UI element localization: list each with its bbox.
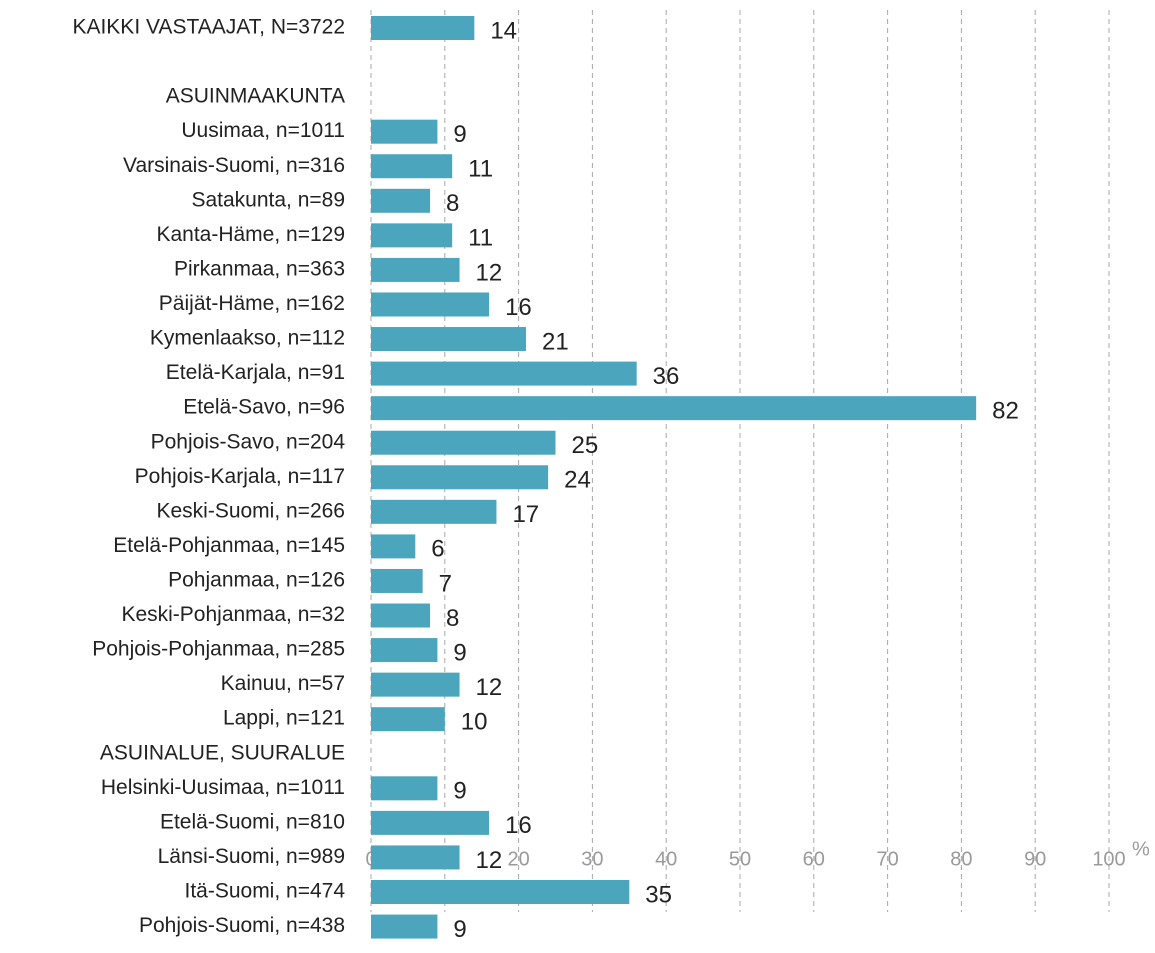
bar	[371, 16, 475, 40]
category-label: Kanta-Häme, n=129	[156, 223, 345, 246]
data-label: 21	[542, 328, 569, 355]
data-label: 9	[453, 916, 466, 943]
bar	[371, 361, 637, 386]
category-label: Pohjois-Pohjanmaa, n=285	[92, 638, 345, 661]
bar	[371, 499, 497, 524]
data-label: 16	[505, 294, 532, 321]
category-label: Etelä-Karjala, n=91	[166, 361, 345, 384]
data-label: 17	[512, 501, 539, 528]
data-label: 7	[439, 570, 452, 597]
category-label: Pohjanmaa, n=126	[168, 569, 345, 592]
bar	[371, 603, 431, 628]
bar	[371, 465, 549, 490]
category-label: Keski-Pohjanmaa, n=32	[121, 603, 345, 626]
bar	[371, 707, 445, 732]
data-label: 82	[992, 398, 1019, 425]
category-label: Kainuu, n=57	[221, 672, 345, 695]
bar	[371, 119, 438, 144]
x-tick-label: 40	[655, 848, 677, 870]
bar	[371, 292, 490, 317]
x-tick-label: 70	[876, 848, 898, 870]
category-label: Pohjois-Karjala, n=117	[135, 465, 345, 488]
category-label: KAIKKI VASTAAJAT, N=3722	[72, 16, 345, 39]
x-tick-label: 50	[729, 848, 751, 870]
bar	[371, 638, 438, 663]
category-label: Keski-Suomi, n=266	[156, 499, 345, 522]
data-label: 11	[468, 156, 493, 183]
category-label: Helsinki-Uusimaa, n=1011	[101, 776, 345, 799]
bar	[371, 568, 423, 593]
bar	[371, 396, 977, 421]
category-label: Etelä-Savo, n=96	[183, 396, 345, 419]
category-label: Etelä-Pohjanmaa, n=145	[113, 534, 345, 557]
bar	[371, 534, 416, 559]
category-label: Etelä-Suomi, n=810	[160, 810, 345, 833]
category-label: ASUINALUE, SUURALUE	[100, 741, 345, 764]
data-label: 11	[468, 225, 493, 252]
data-label: 25	[572, 432, 599, 459]
category-label: ASUINMAAKUNTA	[166, 85, 345, 108]
data-label: 9	[453, 121, 466, 148]
data-label: 12	[476, 674, 503, 701]
x-tick-label: 20	[507, 848, 529, 870]
data-label: 12	[476, 259, 503, 286]
bar	[371, 776, 438, 801]
data-label: 9	[453, 639, 466, 666]
category-label: Lappi, n=121	[223, 707, 345, 730]
bar	[371, 154, 453, 179]
bar	[371, 914, 438, 939]
data-label: 6	[431, 536, 444, 563]
category-label: Varsinais-Suomi, n=316	[123, 154, 345, 177]
x-tick-label: 60	[803, 848, 825, 870]
x-tick-label: 80	[950, 848, 972, 870]
category-label: Päijät-Häme, n=162	[159, 292, 345, 315]
bar	[371, 257, 460, 282]
data-label: 36	[653, 363, 680, 390]
data-label: 8	[446, 190, 459, 217]
category-label: Itä-Suomi, n=474	[184, 880, 345, 903]
bar	[371, 430, 556, 455]
data-label: 24	[564, 467, 591, 494]
bar	[371, 188, 431, 213]
unit-label: %	[1132, 838, 1150, 860]
category-label: Satakunta, n=89	[191, 188, 345, 211]
bar	[371, 327, 526, 352]
bar	[371, 223, 453, 248]
data-label: 14	[490, 17, 517, 44]
x-tick-label: 100	[1092, 848, 1125, 870]
data-label: 12	[476, 847, 503, 874]
category-label: Pohjois-Suomi, n=438	[139, 914, 345, 937]
bar	[371, 672, 460, 697]
data-label: 35	[645, 881, 672, 908]
category-label: Pirkanmaa, n=363	[174, 257, 345, 280]
data-label: 16	[505, 812, 532, 839]
bar	[371, 880, 630, 904]
x-tick-label: 30	[581, 848, 603, 870]
bar	[371, 845, 460, 870]
category-label: Pohjois-Savo, n=204	[151, 430, 346, 453]
data-label: 8	[446, 605, 459, 632]
x-tick-label: 90	[1024, 848, 1046, 870]
bar	[371, 810, 490, 835]
category-label: Länsi-Suomi, n=989	[158, 845, 345, 868]
category-label: Kymenlaakso, n=112	[150, 327, 345, 350]
data-label: 10	[461, 709, 488, 736]
data-label: 9	[453, 778, 466, 805]
category-label: Uusimaa, n=1011	[181, 119, 345, 142]
